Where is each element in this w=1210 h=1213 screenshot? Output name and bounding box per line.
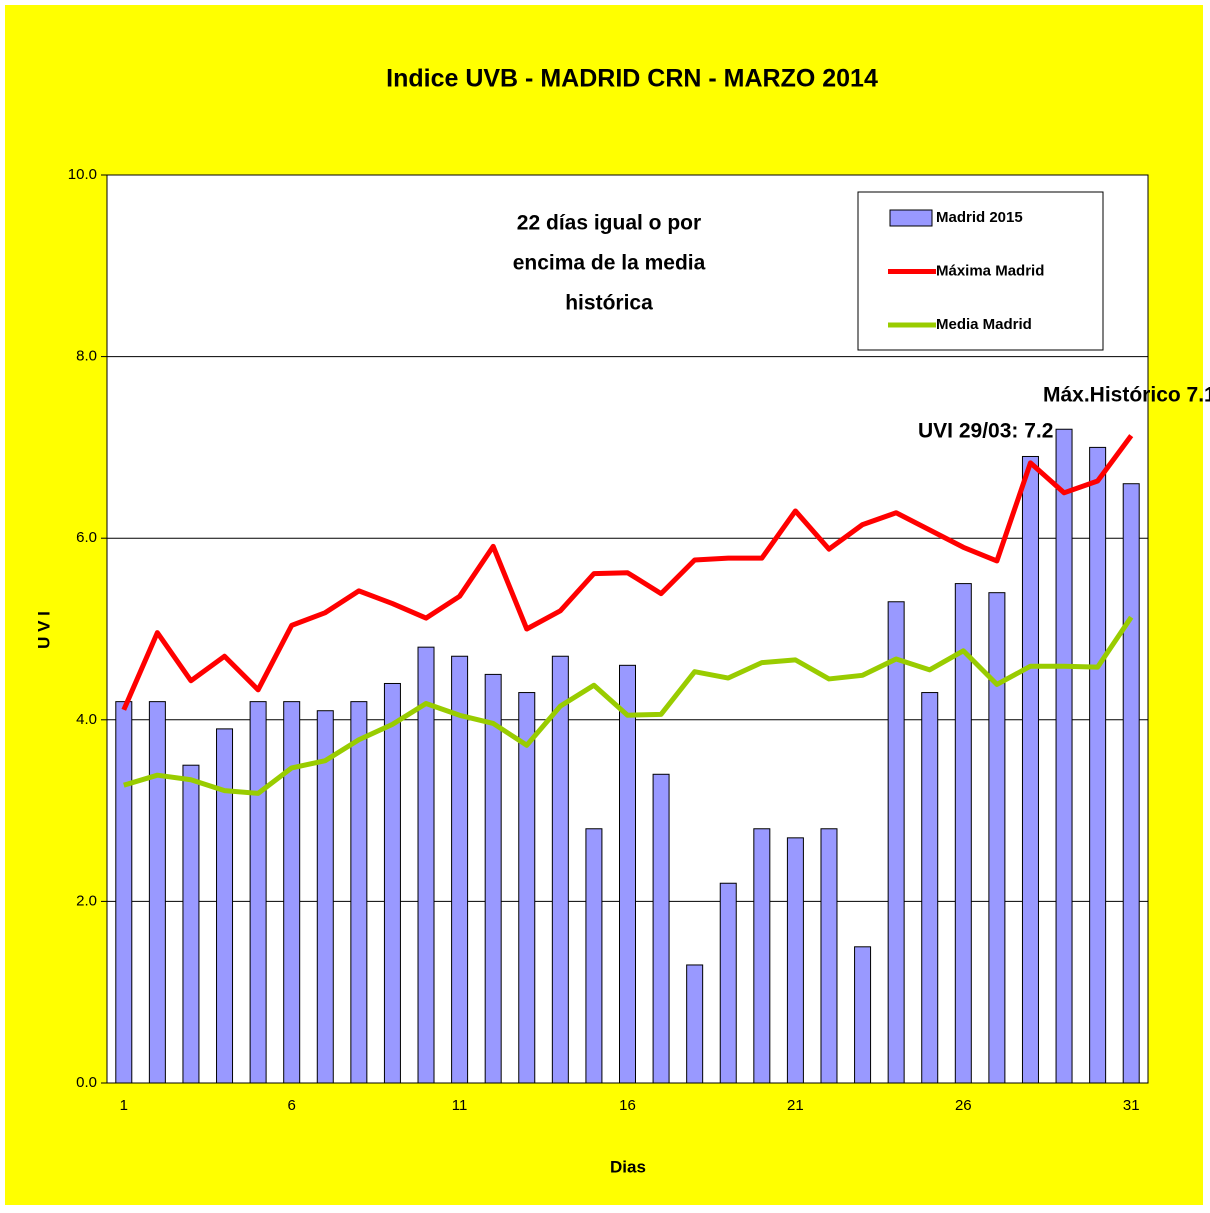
annotation: encima de la media [513,252,706,275]
legend-swatch [889,209,933,227]
legend-label: Madrid 2015 [936,209,1023,226]
bar [921,692,939,1084]
bar [249,701,267,1084]
bar [383,682,401,1084]
y-tick-label: 2.0 [76,892,97,909]
bar [652,773,670,1084]
bar [954,583,972,1084]
bar [686,964,704,1084]
bar [753,828,771,1084]
bar [283,701,301,1084]
x-tick-label: 31 [1123,1097,1140,1114]
point-label: UVI 29/03: 7.2 [918,420,1053,443]
bar [417,646,435,1084]
bar [719,882,737,1084]
y-tick-label: 8.0 [76,348,97,365]
bar [988,592,1006,1084]
y-axis-title: U V I [34,611,53,649]
x-tick-label: 21 [787,1097,804,1114]
chart-title: Indice UVB - MADRID CRN - MARZO 2014 [386,65,878,93]
x-tick-label: 6 [288,1097,296,1114]
bar [350,701,368,1084]
bar [820,828,838,1084]
bar [585,828,603,1084]
bar [182,764,200,1084]
x-tick-label: 1 [120,1097,128,1114]
bar [887,601,905,1084]
annotation: 22 días igual o por [517,212,701,235]
x-tick-label: 11 [452,1097,468,1114]
y-tick-label: 6.0 [76,529,97,546]
y-tick-label: 4.0 [76,711,97,728]
bar [115,701,133,1084]
line [121,434,1134,711]
y-tick-label: 0.0 [76,1074,97,1091]
annotation: histórica [565,292,653,315]
bar [316,710,334,1084]
bar [1122,483,1140,1084]
bar [786,837,804,1084]
bar [854,946,872,1084]
bar [1089,446,1107,1084]
bar [551,655,569,1084]
x-tick-label: 16 [619,1097,636,1114]
bar [484,673,502,1084]
line [123,615,1134,796]
bar [1055,428,1073,1084]
y-tick-label: 10.0 [68,166,97,183]
bar [518,692,536,1084]
legend-label: Media Madrid [936,316,1032,333]
x-axis-title: Dias [610,1157,646,1176]
bar [451,655,469,1084]
x-tick-label: 26 [955,1097,972,1114]
bar [148,701,166,1084]
legend-label: Máxima Madrid [936,262,1044,279]
bar [1021,455,1039,1084]
point-label: Máx.Histórico 7.1 [1043,384,1210,407]
legend: Madrid 2015 Máxima Madrid Media Madrid [857,191,1104,351]
bar [619,664,636,1084]
bar [216,728,234,1084]
